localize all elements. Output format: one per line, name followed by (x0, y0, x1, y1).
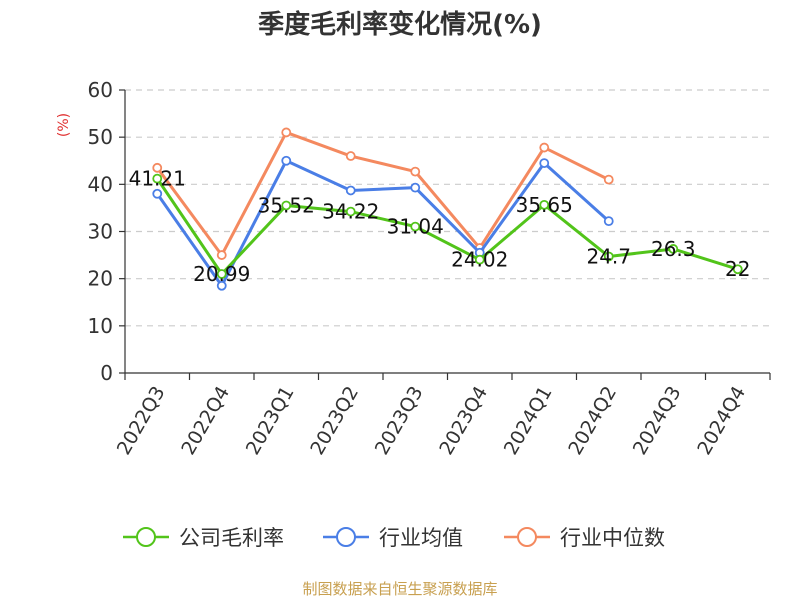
data-point (152, 188, 163, 199)
x-tick-label: 2023Q3 (371, 383, 428, 459)
data-label: 31.04 (387, 215, 444, 239)
data-label: 34.22 (322, 200, 379, 224)
data-point (152, 162, 163, 173)
data-label: 26.3 (651, 237, 696, 261)
data-point (603, 251, 614, 262)
data-point (539, 158, 550, 169)
legend-label: 行业均值 (379, 526, 463, 550)
data-point (539, 142, 550, 153)
series-2 (152, 127, 614, 260)
legend-marker (136, 527, 156, 547)
data-label: 24.02 (451, 248, 508, 272)
y-tick-label: 60 (88, 78, 113, 102)
y-tick-label: 50 (88, 125, 113, 149)
legend-label: 公司毛利率 (179, 526, 284, 550)
data-label: 35.52 (258, 193, 315, 217)
x-tick-labels: 2022Q3 2022Q4 2023Q1 2023Q2 2023Q3 2023Q4 2024… (113, 383, 750, 459)
series-line (156, 177, 739, 276)
data-point (216, 250, 227, 260)
y-tick-label: 40 (88, 172, 113, 196)
y-axis-label: (%) (56, 113, 72, 137)
x-tick-label: 2023Q1 (242, 383, 299, 459)
data-point (410, 166, 421, 177)
data-point (345, 206, 356, 217)
x-tick-label: 2022Q3 (113, 383, 170, 459)
data-point (410, 182, 421, 193)
data-point (539, 199, 550, 210)
data-point (281, 155, 292, 166)
x-tick-label: 2023Q2 (306, 383, 363, 459)
axes (119, 89, 771, 380)
data-point (281, 200, 292, 211)
legend-marker (336, 527, 356, 547)
series-line (156, 159, 610, 288)
chart-title: 季度毛利率变化情况(%) (258, 9, 542, 40)
data-point (603, 174, 614, 185)
data-label: 22 (725, 257, 750, 281)
data-label: 35.65 (516, 193, 573, 217)
grid-lines (125, 89, 770, 327)
legend-marker (517, 527, 537, 547)
data-point (281, 127, 292, 138)
data-label: 41.21 (129, 167, 186, 191)
x-tick-label: 2022Q4 (177, 383, 234, 459)
y-tick-label: 20 (88, 267, 113, 291)
data-point (216, 280, 227, 291)
series-group (152, 127, 743, 291)
data-point (216, 269, 227, 279)
legend: 公司毛利率 行业均值 行业中位数 (123, 526, 665, 550)
y-tick-label: 30 (88, 220, 113, 244)
legend-item: 行业中位数 (504, 526, 665, 550)
x-tick-label: 2023Q4 (435, 383, 492, 459)
legend-item: 公司毛利率 (123, 526, 284, 550)
data-point (345, 151, 356, 161)
data-point (732, 264, 743, 275)
data-point (152, 173, 163, 184)
y-tick-label: 0 (100, 361, 113, 385)
series-0 (152, 173, 743, 279)
series-line (156, 130, 610, 257)
x-tick-label: 2024Q2 (564, 383, 621, 459)
data-point (668, 244, 679, 254)
series-1 (152, 155, 614, 291)
data-labels: 41.21 20.99 35.52 34.22 31.04 24.02 35.65 24.7 2… (129, 167, 751, 286)
legend-label: 行业中位数 (560, 526, 665, 550)
data-point (410, 221, 421, 232)
y-tick-label: 10 (88, 314, 113, 338)
legend-item: 行业均值 (323, 526, 463, 550)
x-tick-label: 2024Q1 (500, 383, 557, 459)
source-note: 制图数据来自恒生聚源数据库 (302, 580, 497, 598)
x-tick-label: 2024Q3 (629, 383, 686, 459)
y-tick-labels: 0 10 20 30 40 50 60 (88, 78, 113, 385)
data-label: 20.99 (193, 262, 250, 286)
data-point (474, 254, 485, 265)
x-tick-label: 2024Q4 (693, 383, 750, 459)
data-label: 24.7 (586, 244, 631, 268)
data-point (345, 185, 356, 196)
data-point (603, 216, 614, 227)
